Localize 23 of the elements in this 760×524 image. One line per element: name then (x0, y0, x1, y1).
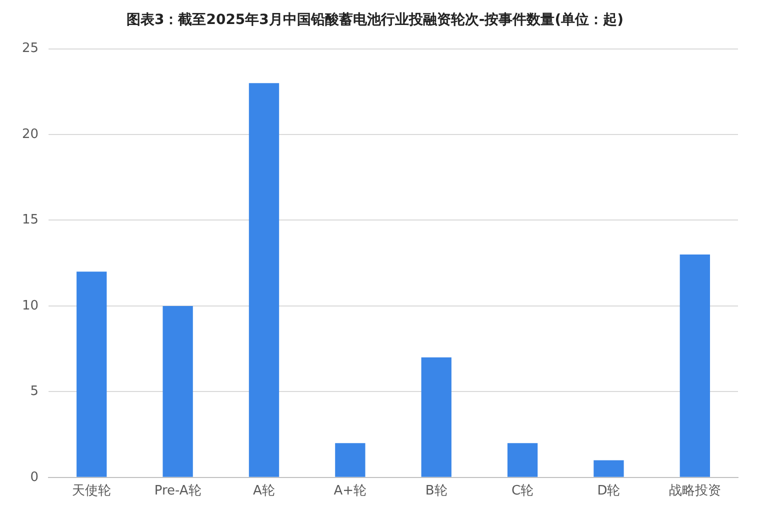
bar (507, 443, 538, 477)
x-tick-label: 战略投资 (668, 484, 721, 499)
y-tick-label: 15 (22, 212, 39, 228)
x-tick-label: A+轮 (334, 484, 367, 499)
x-tick-label: D轮 (597, 484, 620, 499)
y-tick-label: 0 (30, 470, 39, 485)
chart-title: 图表3：截至2025年3月中国铅酸蓄电池行业投融资轮次-按事件数量(单位：起) (126, 12, 624, 28)
y-tick-label: 5 (30, 384, 39, 400)
x-tick-label: 天使轮 (72, 484, 112, 499)
bar (162, 306, 193, 477)
x-tick-label: A轮 (253, 484, 275, 499)
y-tick-label: 20 (22, 126, 39, 142)
x-tick-label: C轮 (512, 484, 534, 499)
bar (680, 254, 710, 477)
bar (421, 357, 452, 477)
y-tick-label: 25 (22, 41, 39, 56)
bar (335, 443, 366, 477)
bar (248, 83, 280, 477)
bar (594, 460, 624, 477)
x-tick-label: B轮 (425, 484, 448, 499)
bar (76, 272, 107, 477)
x-tick-label: Pre-A轮 (154, 484, 202, 499)
y-tick-label: 10 (22, 298, 39, 314)
